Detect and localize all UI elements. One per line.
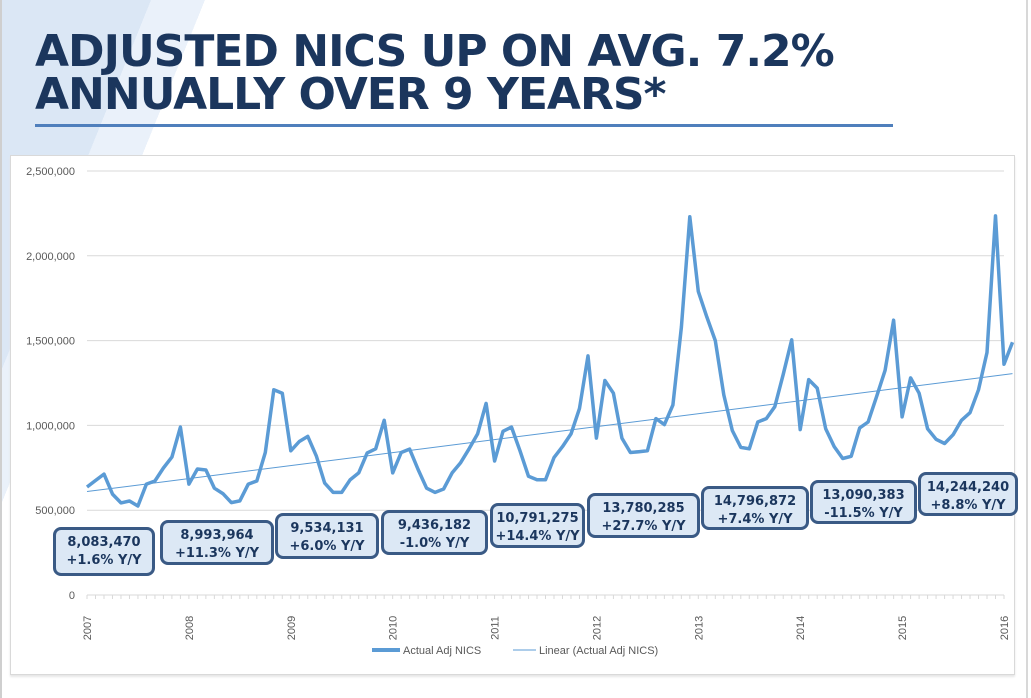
slide-title-line1: ADJUSTED NICS UP ON AVG. 7.2% (35, 26, 835, 77)
slide-left-border (0, 0, 2, 698)
x-tick-label: 2008 (184, 616, 196, 640)
annual-callout-2007: 8,083,470 +1.6% Y/Y (53, 527, 155, 576)
annual-callout-2012: 13,780,285 +27.7% Y/Y (587, 493, 700, 538)
y-axis-ticks: 0 500,000 1,000,000 1,500,000 2,000,000 2,500… (26, 166, 75, 602)
annual-callout-2010: 9,436,182 -1.0% Y/Y (381, 510, 488, 555)
legend: Actual Adj NICS Linear (Actual Adj NICS) (372, 645, 658, 657)
annual-total: 8,083,470 (67, 535, 141, 550)
gridlines (87, 170, 1004, 511)
trendline-linear (86, 373, 1013, 493)
x-tick-label: 2011 (490, 616, 502, 640)
annual-change: -1.0% Y/Y (399, 536, 470, 551)
annual-callout-2014: 13,090,383 -11.5% Y/Y (810, 480, 917, 524)
annual-callout-2015: 14,244,240 +8.8% Y/Y (918, 472, 1018, 516)
annual-total: 13,090,383 (822, 488, 905, 503)
annual-change: +1.6% Y/Y (66, 553, 142, 568)
chart-frame (10, 155, 1015, 675)
x-tick-label: 2010 (388, 616, 400, 640)
annual-total: 9,436,182 (397, 518, 472, 533)
annual-change: +6.0% Y/Y (289, 539, 365, 554)
x-tick-label: 2015 (897, 616, 909, 640)
y-tick-label: 2,500,000 (26, 166, 75, 178)
annual-callout-2009: 9,534,131 +6.0% Y/Y (275, 513, 379, 559)
x-tick-label: 2007 (82, 616, 94, 640)
annual-callout-2008: 8,993,964 +11.3% Y/Y (160, 520, 274, 565)
annual-callout-2013: 14,796,872 +7.4% Y/Y (701, 486, 809, 530)
y-tick-label: 1,000,000 (26, 420, 75, 432)
y-tick-label: 500,000 (35, 505, 75, 517)
annual-change: +14.4% Y/Y (495, 529, 580, 544)
title-underline (35, 124, 893, 127)
annual-change: +8.8% Y/Y (930, 498, 1006, 513)
x-axis (86, 594, 1005, 599)
annual-total: 9,534,131 (290, 521, 364, 536)
y-tick-label: 0 (69, 590, 75, 602)
annual-total: 10,791,275 (496, 511, 579, 526)
series-line-actual-adj-nics (85, 214, 1015, 508)
series-actual-adj-nics (85, 214, 1015, 508)
slide-title-line2: ANNUALLY OVER 9 YEARS* (35, 69, 667, 120)
x-tick-label: 2012 (591, 616, 603, 640)
legend-label-actual: Actual Adj NICS (403, 645, 481, 657)
x-tick-label: 2016 (999, 616, 1011, 640)
y-tick-label: 1,500,000 (26, 336, 75, 348)
legend-label-linear: Linear (Actual Adj NICS) (539, 645, 658, 657)
x-tick-label: 2013 (693, 616, 705, 640)
x-tick-label: 2014 (795, 616, 807, 640)
annual-change: +11.3% Y/Y (174, 546, 260, 561)
annual-callout-2011: 10,791,275 +14.4% Y/Y (490, 503, 585, 548)
annual-total: 14,244,240 (926, 480, 1010, 495)
annual-change: +27.7% Y/Y (601, 519, 686, 534)
annual-change: +7.4% Y/Y (717, 512, 793, 527)
x-axis-labels: 2007 2008 2009 2010 2011 2012 2013 2014 2015 2016 (82, 616, 1011, 640)
slide-title: ADJUSTED NICS UP ON AVG. 7.2% ANNUALLY O… (35, 30, 835, 117)
slide-right-border (1026, 0, 1028, 698)
x-tick-label: 2009 (286, 616, 298, 640)
y-tick-label: 2,000,000 (26, 251, 75, 263)
annual-total: 8,993,964 (180, 528, 254, 543)
annual-total: 13,780,285 (602, 501, 685, 516)
annual-change: -11.5% Y/Y (824, 506, 903, 521)
trendline (86, 373, 1013, 493)
annual-total: 14,796,872 (713, 494, 797, 509)
